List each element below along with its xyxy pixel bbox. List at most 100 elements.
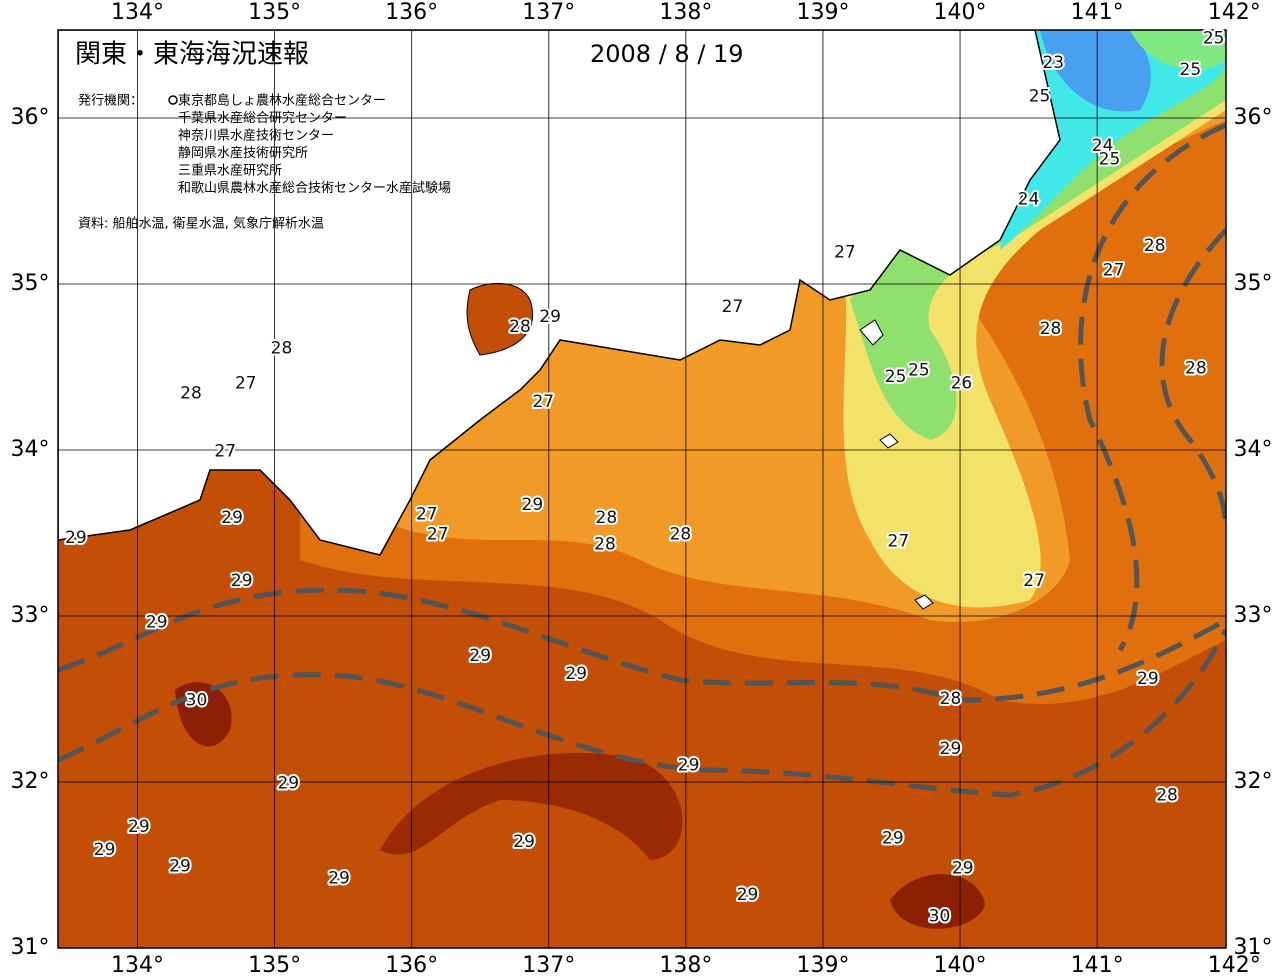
lon-tick-label: 135° [248,0,301,25]
contour-label: 29 [678,755,700,775]
lon-tick-label: 140° [934,0,987,25]
publisher-label: 発行機関： [78,94,143,109]
contour-label: 26 [951,374,973,394]
lat-tick-label: 36° [11,105,50,130]
contour-label: 28 [596,508,618,528]
contour-label: 29 [128,817,150,837]
map-frame [57,29,1227,949]
contour-label: 29 [469,646,491,666]
contour-label: 28 [271,339,293,359]
contour-label: 27 [1023,571,1045,591]
contour-label: 28 [509,317,531,337]
contour-label: 28 [594,535,616,555]
lat-tick-label: 36° [1234,105,1273,130]
lat-tick-label: 34° [11,437,50,462]
lat-tick-label: 33° [1234,603,1273,628]
lat-tick-label: 32° [1234,769,1273,794]
lon-tick-label: 139° [796,0,849,25]
contour-label: 28 [670,525,692,545]
contour-label: 23 [1042,53,1064,73]
contour-label: 29 [952,858,974,878]
contour-label: 27 [834,242,856,262]
contour-label: 29 [565,664,587,684]
lat-tick-label: 35° [1234,271,1273,296]
contour-label: 29 [1137,669,1159,689]
contour-label: 24 [1092,136,1114,156]
sea-25 [850,30,1226,440]
contour-label: 29 [221,508,243,528]
sea-23 [1040,30,1151,112]
lon-tick-label: 138° [659,953,712,978]
lat-tick-label: 33° [11,603,50,628]
contour-label: 29 [539,307,561,327]
title: 関東・東海海況速報 [75,40,309,70]
lon-tick-label: 142° [1208,0,1261,25]
date: 2008 / 8 / 19 [590,40,744,68]
publishers: 東京都島しょ農林水産総合センター千葉県水産総合研究センター神奈川県水産技術センタ… [178,93,451,197]
contour-label: 29 [65,528,87,548]
contour-label: 29 [522,495,544,515]
publisher: 三重県水産研究所 [178,163,282,179]
sea-24 [1000,30,1226,250]
lat-tick-label: 31° [11,935,50,960]
lon-tick-label: 141° [1071,0,1124,25]
contour-label: 27 [532,392,554,412]
contour-label: 29 [146,613,168,633]
marker [168,95,178,105]
contour-label: 28 [940,689,962,709]
contour-label: 25 [1180,60,1202,80]
contour-label: 27 [416,505,438,525]
publisher: 東京都島しょ農林水産総合センター [178,93,386,109]
contour-label: 29 [513,832,535,852]
contour-label: 25 [885,367,907,387]
lon-tick-label: 140° [934,953,987,978]
contour-label: 29 [940,739,962,759]
lon-tick-label: 136° [385,953,438,978]
lon-tick-label: 134° [111,0,164,25]
contour-label: 29 [882,828,904,848]
warm-eddy-edge [1159,228,1226,531]
contour-label: 29 [277,774,299,794]
lon-tick-label: 142° [1208,953,1261,978]
sea-25b [1130,30,1226,70]
lon-tick-label: 135° [248,953,301,978]
contour-label: 30 [186,691,208,711]
publisher: 神奈川県水産技術センター [178,128,334,144]
kuroshio-edge [58,628,1226,798]
lon-tick-label: 139° [796,953,849,978]
contour-label: 28 [180,384,202,404]
lat-tick-label: 32° [11,769,50,794]
contour-label: 29 [737,885,759,905]
contour-label: 30 [929,906,951,926]
contour-label: 27 [427,525,449,545]
lon-tick-label: 137° [522,953,575,978]
sea-30-band [380,752,683,860]
islands [859,319,934,610]
lat-tick-label: 35° [11,271,50,296]
graticule: 134° 134° 135° 135° 136° 136° 137° 137° 138° 138°… [11,0,1273,978]
contour-label: 28 [1144,236,1166,256]
contour-label: 24 [1018,189,1040,209]
publisher: 和歌山県農林水産総合技術センター水産試験場 [178,180,451,196]
contour-label: 27 [1103,261,1125,281]
contour-label: 27 [214,442,236,462]
contour-label: 29 [328,868,350,888]
contour-label: 29 [94,840,116,860]
publisher: 静岡県水産技術研究所 [178,145,308,161]
lon-tick-label: 141° [1071,953,1124,978]
contour-label: 29 [169,857,191,877]
contour-label: 29 [231,571,253,591]
lat-tick-label: 34° [1234,437,1273,462]
contour-label: 28 [1040,319,1062,339]
lat-tick-label: 31° [1234,935,1273,960]
sea-30 [890,874,985,929]
temperature-field [58,30,1226,948]
contour-label: 28 [1156,785,1178,805]
contour-label: 27 [235,374,257,394]
lon-tick-label: 137° [522,0,575,25]
source: 資料: 船舶水温, 衛星水温, 気象庁解析水温 [78,216,324,232]
lon-tick-label: 134° [111,953,164,978]
contour-label: 25 [1099,149,1121,169]
warm-eddy-edge [1078,122,1226,652]
